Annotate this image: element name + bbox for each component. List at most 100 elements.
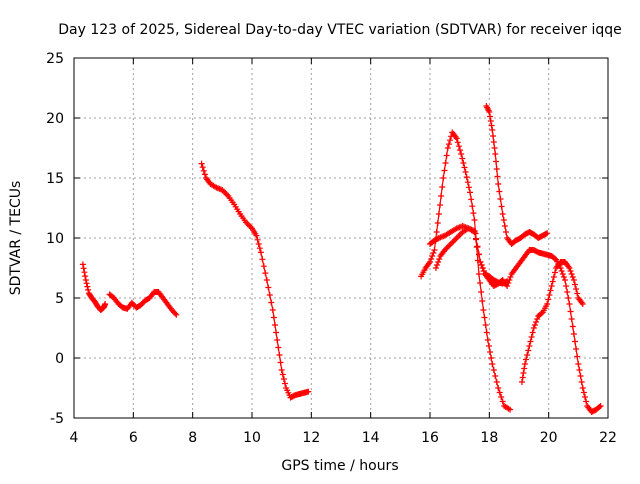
data-point (503, 229, 510, 235)
data-point (574, 290, 581, 297)
data-point (496, 188, 503, 195)
data-point (270, 314, 277, 321)
series-seg1 (79, 261, 109, 313)
data-point (597, 403, 604, 409)
data-point (279, 371, 286, 378)
data-point (494, 173, 501, 180)
data-point (453, 135, 460, 142)
data-point (429, 253, 436, 259)
data-point (519, 374, 526, 381)
data-point (579, 301, 586, 307)
data-point (447, 137, 454, 144)
data-point (257, 249, 264, 256)
data-point (471, 217, 478, 223)
data-point (490, 133, 497, 139)
data-point (443, 152, 450, 159)
data-point (493, 379, 500, 385)
data-point (570, 277, 577, 283)
data-point (527, 338, 534, 345)
data-point (569, 323, 576, 330)
data-point (441, 167, 448, 174)
data-point (574, 353, 581, 360)
data-point (480, 307, 487, 313)
data-point (172, 310, 179, 317)
data-point (526, 343, 533, 349)
y-tick-label: 25 (46, 51, 64, 67)
data-point (596, 403, 603, 410)
data-point (459, 155, 466, 162)
series-seg7 (483, 103, 551, 247)
data-point (432, 265, 439, 271)
series-seg4 (418, 129, 514, 413)
data-point (305, 388, 312, 395)
data-point (260, 263, 267, 270)
data-point (85, 286, 92, 293)
data-point (102, 301, 109, 307)
data-point (255, 241, 262, 247)
x-tick-label: 16 (421, 430, 439, 446)
data-point (518, 379, 525, 385)
x-tick-label: 22 (599, 430, 617, 446)
data-point (467, 189, 474, 196)
data-point (488, 122, 495, 129)
data-point (504, 278, 511, 285)
data-point (268, 299, 275, 306)
data-point (483, 329, 490, 336)
data-point (563, 283, 570, 289)
data-point (559, 271, 566, 277)
data-point (475, 251, 482, 258)
data-point (463, 174, 470, 181)
data-point (551, 269, 558, 276)
data-point (570, 331, 577, 337)
data-point (548, 283, 555, 289)
data-point (269, 307, 276, 313)
data-point (274, 337, 281, 343)
data-point (487, 113, 494, 120)
data-point (479, 265, 486, 271)
series-line (485, 105, 548, 245)
data-point (571, 338, 578, 345)
data-point (434, 220, 441, 226)
x-tick-label: 4 (70, 430, 79, 446)
x-tick-label: 6 (129, 430, 138, 446)
data-point (478, 289, 485, 295)
data-point (489, 127, 496, 133)
data-point (524, 352, 531, 358)
data-point (173, 311, 180, 318)
data-point (254, 236, 261, 243)
data-point (437, 202, 444, 208)
data-point (445, 141, 452, 148)
data-point (546, 292, 553, 298)
series-line (429, 225, 601, 413)
data-point (529, 329, 536, 336)
data-point (495, 181, 502, 187)
data-point (263, 277, 270, 283)
data-point (566, 301, 573, 307)
data-point (499, 398, 506, 405)
data-point (82, 273, 89, 280)
data-point (80, 265, 87, 272)
data-point (500, 217, 507, 223)
chart-title: Day 123 of 2025, Sidereal Day-to-day VTE… (58, 22, 622, 38)
data-point (282, 380, 289, 387)
data-point (567, 268, 574, 274)
data-point (457, 147, 464, 154)
data-point (265, 284, 272, 291)
data-point (469, 203, 476, 210)
data-point (583, 398, 590, 405)
data-point (533, 319, 540, 325)
data-point (471, 227, 478, 234)
data-point (276, 352, 283, 358)
data-point (507, 406, 514, 413)
data-point (545, 296, 552, 303)
data-point (566, 265, 573, 271)
data-point (484, 337, 491, 343)
data-point (531, 322, 538, 328)
data-point (521, 361, 528, 367)
data-point (434, 262, 441, 268)
data-point (256, 245, 263, 252)
data-point (523, 356, 530, 363)
series-seg3 (198, 160, 312, 401)
data-point (470, 210, 477, 217)
data-point (569, 274, 576, 280)
